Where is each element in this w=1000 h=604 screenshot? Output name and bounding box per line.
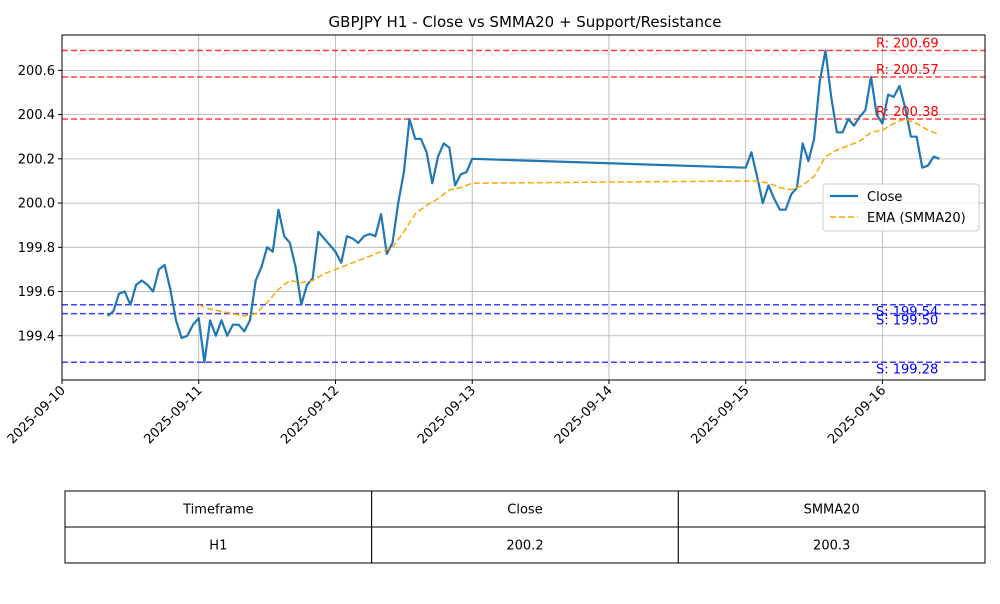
table-header-text: Timeframe [182, 503, 253, 518]
support-label: S: 199.54 [876, 305, 938, 320]
series-line-close [106, 49, 940, 364]
y-tick-label: 199.4 [18, 329, 55, 344]
table-cell [677, 526, 986, 564]
table-cell-text: 200.3 [813, 539, 850, 554]
support-label: S: 199.50 [876, 314, 938, 329]
table-header-cell [371, 490, 679, 528]
resistance-label: R: 200.57 [876, 63, 939, 78]
y-tick-label: 200.6 [18, 64, 55, 79]
table-header-text: SMMA20 [804, 503, 860, 518]
table-cell-text: 200.2 [506, 539, 543, 554]
legend-box [822, 183, 980, 232]
legend-label: Close [867, 190, 902, 205]
x-tick-label: 2025-09-10 [5, 383, 69, 447]
y-tick-label: 200.2 [18, 152, 55, 167]
table-header-cell [677, 490, 986, 528]
table-header-text: Close [507, 503, 542, 518]
y-tick-label: 200.4 [18, 108, 55, 123]
legend-label: EMA (SMMA20) [867, 211, 966, 226]
support-label: S: 199.28 [876, 362, 938, 377]
table-cell [371, 526, 679, 564]
resistance-label: R: 200.38 [876, 105, 939, 120]
x-tick-label: 2025-09-14 [552, 383, 616, 447]
table-cell-text: H1 [209, 539, 227, 554]
series-line-smma20 [198, 118, 940, 317]
legend: Close EMA (SMMA20) [822, 183, 980, 232]
x-tick-label: 2025-09-15 [688, 383, 752, 447]
resistance-label: R: 200.69 [876, 36, 939, 51]
table-cell [64, 526, 373, 564]
table-header-cell [64, 490, 373, 528]
y-tick-label: 199.6 [18, 285, 55, 300]
y-tick-label: 200.0 [18, 197, 55, 212]
x-tick-label: 2025-09-12 [278, 383, 342, 447]
y-tick-label: 199.8 [18, 241, 55, 256]
summary-table: Timeframe Close SMMA20 H1 200.2 200.3 [64, 490, 986, 564]
plot-frame [61, 34, 986, 381]
x-tick-label: 2025-09-11 [142, 383, 206, 447]
x-tick-label: 2025-09-16 [825, 383, 889, 447]
chart-title: GBPJPY H1 - Close vs SMMA20 + Support/Re… [329, 13, 722, 31]
x-tick-label: 2025-09-13 [415, 383, 479, 447]
